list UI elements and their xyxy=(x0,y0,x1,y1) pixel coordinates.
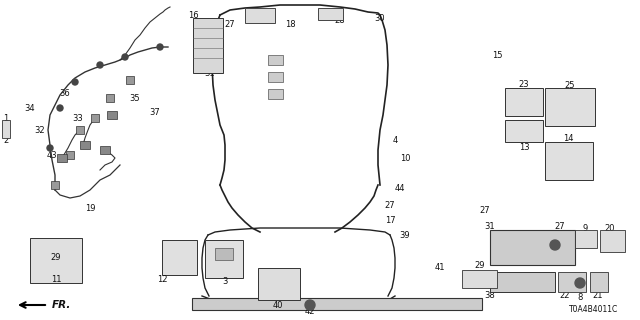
Bar xyxy=(318,8,343,20)
Bar xyxy=(2,120,10,138)
Text: 27: 27 xyxy=(480,205,490,214)
Bar xyxy=(5,5,175,205)
Text: 32: 32 xyxy=(35,125,45,134)
Bar xyxy=(268,55,283,65)
Text: 34: 34 xyxy=(25,103,35,113)
Bar xyxy=(545,142,593,180)
Text: 3: 3 xyxy=(222,277,228,286)
Text: 44: 44 xyxy=(395,183,405,193)
Text: 2: 2 xyxy=(3,135,8,145)
Text: 22: 22 xyxy=(560,292,570,300)
Text: 15: 15 xyxy=(492,51,502,60)
Bar xyxy=(30,238,82,283)
Text: 24: 24 xyxy=(475,281,485,290)
Bar xyxy=(91,114,99,122)
Bar xyxy=(490,230,575,265)
Text: 42: 42 xyxy=(305,308,316,316)
Text: 14: 14 xyxy=(563,133,573,142)
Bar xyxy=(51,181,59,189)
Circle shape xyxy=(157,44,163,50)
Bar xyxy=(248,30,343,140)
Bar xyxy=(590,272,608,292)
Bar xyxy=(162,240,197,275)
Text: 17: 17 xyxy=(385,215,396,225)
Text: 40: 40 xyxy=(273,300,284,309)
Text: 23: 23 xyxy=(518,79,529,89)
Text: 41: 41 xyxy=(435,263,445,273)
Circle shape xyxy=(575,278,585,288)
Bar xyxy=(268,72,283,82)
Bar xyxy=(185,3,480,308)
Bar xyxy=(268,89,283,99)
Bar xyxy=(76,126,84,134)
Bar xyxy=(100,146,110,154)
Text: 39: 39 xyxy=(400,230,410,239)
Text: 9: 9 xyxy=(582,223,588,233)
Bar xyxy=(193,18,223,73)
Bar xyxy=(258,268,300,300)
Bar xyxy=(505,88,543,116)
Bar xyxy=(66,151,74,159)
Bar xyxy=(205,240,243,278)
Text: 37: 37 xyxy=(150,108,161,116)
Text: 21: 21 xyxy=(593,292,604,300)
Bar xyxy=(126,76,134,84)
Text: 33: 33 xyxy=(72,114,83,123)
Text: 45: 45 xyxy=(550,253,560,262)
Circle shape xyxy=(47,145,53,151)
Text: FR.: FR. xyxy=(52,300,72,310)
Text: T0A4B4011C: T0A4B4011C xyxy=(569,305,618,314)
Text: 29: 29 xyxy=(51,253,61,262)
Text: 25: 25 xyxy=(564,81,575,90)
Bar xyxy=(545,88,595,126)
Bar xyxy=(80,141,90,149)
Circle shape xyxy=(550,240,560,250)
Bar xyxy=(106,94,114,102)
Text: 13: 13 xyxy=(518,142,529,151)
Text: 4: 4 xyxy=(392,135,397,145)
Text: 8: 8 xyxy=(577,293,582,302)
Text: 26: 26 xyxy=(200,51,211,60)
Bar xyxy=(57,154,67,162)
Circle shape xyxy=(305,300,315,310)
Circle shape xyxy=(72,79,78,85)
Text: 30: 30 xyxy=(374,13,385,22)
Circle shape xyxy=(122,54,128,60)
Bar xyxy=(575,230,597,248)
Text: 36: 36 xyxy=(60,89,70,98)
Text: 12: 12 xyxy=(157,276,167,284)
Text: 11: 11 xyxy=(51,276,61,284)
Text: 20: 20 xyxy=(605,223,615,233)
Bar xyxy=(490,272,555,292)
Text: 1: 1 xyxy=(3,114,8,123)
Text: 31: 31 xyxy=(205,68,215,77)
Text: 10: 10 xyxy=(400,154,410,163)
Bar xyxy=(107,111,117,119)
Circle shape xyxy=(57,105,63,111)
Text: 29: 29 xyxy=(475,260,485,269)
Text: 18: 18 xyxy=(285,20,295,28)
Text: 28: 28 xyxy=(335,15,346,25)
Bar xyxy=(215,248,233,260)
Bar xyxy=(505,120,543,142)
Text: 27: 27 xyxy=(385,201,396,210)
Text: 27: 27 xyxy=(555,221,565,230)
Text: 38: 38 xyxy=(484,292,495,300)
Bar xyxy=(192,298,482,310)
Text: 19: 19 xyxy=(84,204,95,212)
Bar xyxy=(245,8,275,23)
Text: 43: 43 xyxy=(47,150,58,159)
Text: 16: 16 xyxy=(188,11,198,20)
Text: 35: 35 xyxy=(130,93,140,102)
Text: 31: 31 xyxy=(484,221,495,230)
Bar xyxy=(462,270,497,288)
Bar xyxy=(600,230,625,252)
Text: 27: 27 xyxy=(225,20,236,28)
Bar xyxy=(558,272,586,292)
Circle shape xyxy=(97,62,103,68)
